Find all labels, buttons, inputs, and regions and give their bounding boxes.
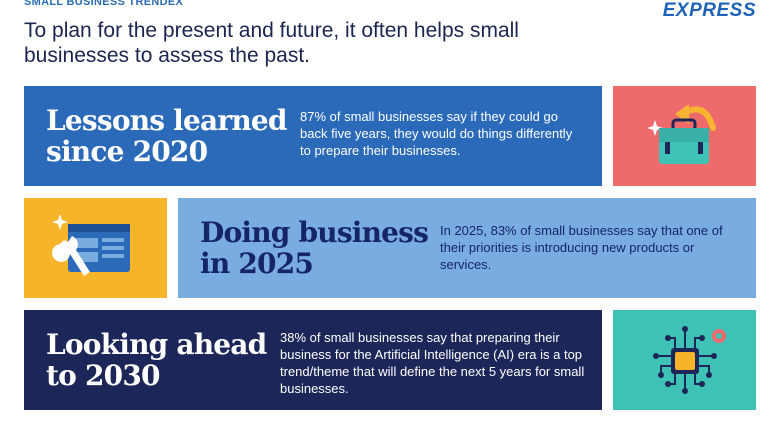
page-headline: To plan for the present and future, it o… (24, 19, 519, 67)
panel-title-line: Looking ahead (46, 328, 267, 361)
panel-doing-business: Doing business in 2025 In 2025, 83% of s… (178, 198, 756, 298)
panel-title: Looking ahead to 2030 (46, 329, 286, 391)
briefcase-arrow-icon (647, 104, 716, 164)
panel-title-line: since 2020 (46, 135, 208, 168)
panel-title-line: Doing business (200, 216, 429, 249)
panel-lessons-learned: Lessons learned since 2020 87% of small … (24, 86, 602, 186)
icon-tile-ai-chip (613, 310, 756, 410)
panel-title-line: to 2030 (46, 359, 160, 392)
icon-tile-briefcase (613, 86, 756, 186)
window-wrench-icon (52, 214, 130, 276)
brand-logo: EXPRESS (662, 0, 756, 21)
panel-title-line: Lessons learned (46, 104, 287, 137)
panel-title: Doing business in 2025 (200, 217, 440, 279)
kicker-label: SMALL BUSINESS TRENDEX (24, 0, 184, 8)
icon-tile-wrench (24, 198, 167, 298)
ai-chip-icon (653, 326, 726, 394)
panel-title: Lessons learned since 2020 (46, 105, 296, 167)
panel-description: In 2025, 83% of small businesses say tha… (440, 223, 723, 272)
panel-title-line: in 2025 (200, 247, 314, 280)
panel-description: 38% of small businesses say that prepari… (280, 330, 585, 396)
panel-looking-ahead: Looking ahead to 2030 38% of small busin… (24, 310, 602, 410)
panel-description: 87% of small businesses say if they coul… (300, 109, 573, 158)
